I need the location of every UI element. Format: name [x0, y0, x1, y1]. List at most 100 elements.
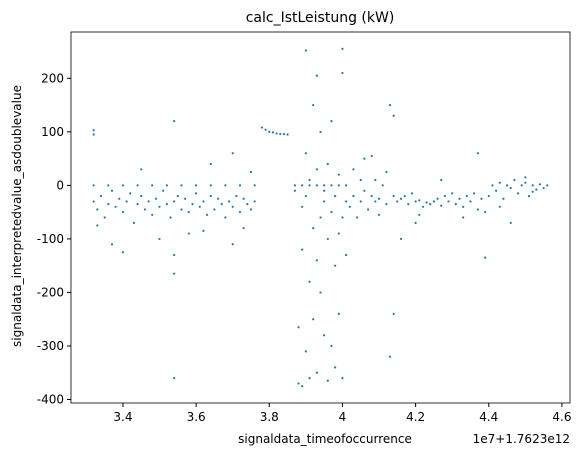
point: [370, 194, 373, 198]
point: [231, 243, 234, 246]
y-axis-label: signaldata_interpretedvalue_asdoublevalu…: [10, 85, 24, 347]
point: [92, 129, 95, 132]
point: [418, 213, 421, 216]
point: [337, 312, 340, 315]
point: [275, 132, 278, 135]
point: [487, 194, 490, 198]
point: [348, 205, 351, 208]
point: [195, 192, 198, 195]
point: [249, 170, 253, 174]
point: [319, 130, 322, 133]
point: [443, 194, 446, 198]
point: [330, 344, 333, 348]
point: [209, 162, 212, 166]
point: [147, 200, 150, 203]
point: [165, 203, 168, 206]
point: [399, 237, 403, 241]
point: [165, 184, 168, 187]
point: [323, 184, 326, 187]
point: [352, 168, 355, 171]
point: [268, 130, 271, 133]
point: [224, 184, 227, 187]
point: [538, 183, 542, 186]
point: [191, 203, 194, 206]
point: [238, 184, 242, 187]
point: [421, 205, 425, 208]
point: [363, 157, 366, 160]
point: [524, 176, 527, 179]
point: [484, 211, 487, 214]
chart-title: calc_IstLeistung (kW): [246, 10, 395, 26]
point: [173, 377, 176, 380]
point: [473, 192, 476, 195]
point: [418, 199, 421, 202]
point: [326, 162, 329, 166]
point: [345, 200, 348, 203]
point: [345, 184, 348, 187]
point: [392, 114, 395, 117]
x-tick-label: 4.6: [552, 410, 571, 424]
point: [297, 326, 300, 329]
point: [451, 192, 454, 195]
point: [410, 192, 414, 195]
point: [440, 204, 443, 207]
point: [462, 205, 465, 208]
point: [304, 152, 307, 155]
x-tick-label: 4: [339, 410, 347, 424]
point: [107, 203, 110, 206]
point: [176, 194, 179, 198]
y-tick-label: -300: [37, 339, 64, 353]
point: [301, 248, 304, 251]
point: [198, 205, 201, 208]
point: [341, 377, 344, 380]
point: [220, 203, 223, 206]
point: [315, 168, 318, 171]
point: [293, 184, 296, 187]
point: [476, 208, 479, 211]
point: [330, 120, 333, 123]
point: [312, 227, 315, 230]
point: [323, 334, 326, 337]
point: [509, 186, 512, 190]
point: [312, 318, 315, 321]
point: [260, 126, 264, 129]
point: [271, 131, 275, 134]
point: [114, 205, 117, 208]
point: [531, 184, 534, 187]
point: [527, 194, 531, 198]
point: [180, 184, 183, 187]
point: [396, 200, 399, 203]
point: [355, 216, 359, 219]
point: [498, 205, 501, 208]
y-tick-label: -100: [37, 232, 64, 246]
point: [136, 184, 139, 187]
point: [224, 216, 227, 219]
point: [326, 237, 329, 241]
point: [315, 184, 318, 187]
point: [315, 74, 318, 77]
point: [187, 232, 190, 235]
point: [308, 377, 311, 380]
point: [129, 192, 132, 195]
point: [304, 49, 307, 52]
point: [184, 197, 187, 200]
point: [509, 221, 512, 224]
point: [495, 189, 498, 192]
point: [429, 203, 432, 206]
point: [516, 192, 520, 195]
point: [301, 184, 304, 187]
point: [502, 197, 505, 200]
point: [546, 184, 549, 187]
point: [341, 47, 344, 50]
point: [436, 197, 439, 200]
point: [103, 216, 106, 219]
x-tick-label: 4.2: [406, 410, 425, 424]
point: [414, 221, 417, 224]
point: [107, 184, 110, 187]
point: [304, 350, 307, 353]
point: [440, 178, 443, 182]
point: [293, 189, 296, 192]
point: [308, 280, 311, 283]
point: [242, 197, 245, 200]
